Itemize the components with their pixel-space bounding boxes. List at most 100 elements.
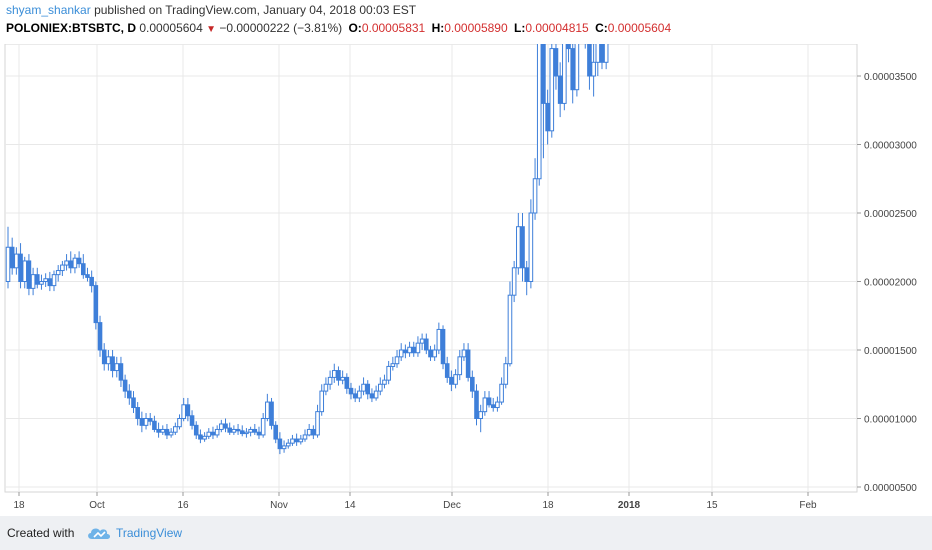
candle bbox=[545, 89, 550, 145]
candle bbox=[18, 243, 23, 289]
candle bbox=[265, 393, 270, 422]
candle-body bbox=[524, 267, 529, 283]
candle-body bbox=[26, 260, 32, 289]
tradingview-link[interactable]: TradingView bbox=[116, 526, 183, 540]
candle-body bbox=[419, 338, 425, 344]
candle bbox=[68, 251, 74, 274]
candle-body bbox=[499, 383, 504, 403]
open-label: O: bbox=[348, 21, 362, 35]
candle bbox=[541, 44, 546, 159]
candle bbox=[373, 385, 379, 401]
candle-body bbox=[269, 401, 274, 426]
candle-body bbox=[101, 349, 107, 365]
candle bbox=[55, 265, 61, 282]
candle-body bbox=[93, 285, 99, 324]
candle bbox=[290, 434, 295, 446]
candle bbox=[495, 396, 500, 412]
candle bbox=[587, 44, 592, 90]
candle-body bbox=[43, 278, 48, 282]
candle bbox=[239, 425, 245, 437]
candle bbox=[156, 422, 161, 438]
candle bbox=[85, 267, 90, 282]
candle-body bbox=[214, 428, 220, 436]
candle-body bbox=[394, 356, 400, 365]
low-value: 0.00004815 bbox=[525, 21, 589, 35]
candle-body bbox=[566, 44, 571, 50]
candle-body bbox=[344, 376, 350, 389]
x-tick-label: 14 bbox=[344, 500, 356, 511]
candle bbox=[139, 411, 145, 433]
candle bbox=[248, 426, 253, 437]
candle-body bbox=[449, 376, 454, 385]
candle bbox=[5, 226, 11, 289]
candle-body bbox=[453, 374, 458, 385]
candle-body bbox=[369, 393, 375, 399]
candle bbox=[244, 428, 249, 438]
candle-body bbox=[18, 253, 23, 283]
candle-body bbox=[60, 264, 65, 272]
candle bbox=[557, 62, 563, 118]
candle bbox=[269, 397, 274, 430]
candle bbox=[348, 382, 354, 400]
candle bbox=[507, 281, 513, 367]
candle bbox=[549, 44, 555, 138]
candle bbox=[311, 425, 316, 440]
last-price: 0.00005604 bbox=[139, 21, 203, 35]
candles bbox=[5, 44, 609, 455]
candle-body bbox=[156, 428, 161, 433]
candle bbox=[26, 254, 32, 296]
candle-body bbox=[290, 438, 295, 444]
candle-body bbox=[352, 393, 358, 399]
candle-body bbox=[386, 365, 391, 381]
candle-body bbox=[373, 390, 379, 399]
close-value: 0.00005604 bbox=[607, 21, 672, 35]
candle bbox=[51, 270, 57, 292]
candle-body bbox=[474, 390, 479, 420]
candle-body bbox=[239, 430, 245, 435]
high-label: H: bbox=[431, 21, 445, 35]
candle-body bbox=[432, 349, 437, 358]
candle-body bbox=[89, 276, 94, 287]
x-axis[interactable]: 18 Oct 16 Nov 14 Dec 18 2018 15 Feb bbox=[13, 492, 817, 511]
candle bbox=[177, 414, 182, 430]
candle bbox=[227, 422, 232, 435]
x-tick-label: Feb bbox=[799, 500, 817, 511]
candle-body bbox=[549, 48, 555, 132]
y-axis[interactable]: 0.00000500 0.00001000 0.00001500 0.00002000… bbox=[857, 44, 917, 494]
candle bbox=[93, 281, 99, 330]
candle bbox=[440, 325, 446, 370]
candle-body bbox=[85, 274, 90, 278]
candle-body bbox=[260, 418, 266, 436]
candle bbox=[235, 423, 241, 435]
candle bbox=[60, 260, 65, 277]
candle-body bbox=[562, 44, 567, 104]
candle bbox=[173, 422, 178, 435]
candle bbox=[127, 384, 132, 405]
candle bbox=[319, 384, 325, 416]
x-tick-label: 18 bbox=[542, 500, 554, 511]
candle-body bbox=[47, 278, 53, 287]
candle-body bbox=[340, 376, 345, 381]
candle bbox=[39, 274, 44, 290]
candle bbox=[357, 385, 362, 403]
y-tick-label: 0.00003000 bbox=[864, 141, 917, 152]
candle-body bbox=[285, 442, 291, 447]
candle-body bbox=[595, 44, 601, 63]
candle bbox=[524, 260, 529, 296]
candle bbox=[566, 44, 571, 63]
candle-body bbox=[227, 427, 232, 433]
candle-body bbox=[34, 274, 40, 285]
candle-body bbox=[390, 363, 396, 367]
candle bbox=[336, 366, 341, 386]
candle-body bbox=[574, 44, 580, 91]
candle-body bbox=[398, 349, 404, 358]
candle-body bbox=[143, 418, 149, 426]
author-link[interactable]: shyam_shankar bbox=[6, 3, 91, 17]
candle-body bbox=[294, 438, 299, 443]
candle-body bbox=[139, 418, 145, 426]
high-value: 0.00005890 bbox=[444, 21, 508, 35]
candle-body bbox=[189, 415, 195, 426]
candle bbox=[453, 369, 458, 389]
tradingview-cloud-icon[interactable] bbox=[86, 525, 112, 541]
